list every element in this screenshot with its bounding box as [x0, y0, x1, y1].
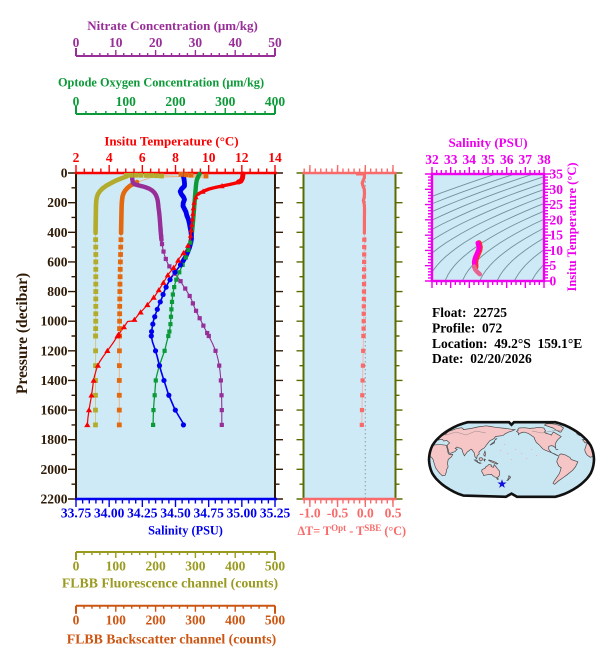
svg-text:50: 50 — [268, 35, 282, 50]
svg-text:1800: 1800 — [41, 432, 68, 447]
svg-text:34.75: 34.75 — [194, 506, 225, 521]
svg-text:500: 500 — [265, 613, 286, 628]
svg-text:35.25: 35.25 — [260, 506, 291, 521]
svg-text:8: 8 — [172, 150, 179, 165]
svg-text:30: 30 — [550, 182, 564, 197]
svg-text:Pressure (decibar): Pressure (decibar) — [14, 273, 31, 394]
svg-text:400: 400 — [225, 559, 246, 574]
svg-text:32: 32 — [425, 152, 439, 167]
svg-text:15: 15 — [550, 228, 564, 243]
svg-text:20: 20 — [149, 35, 163, 50]
svg-text:Date: 02/20/2026: Date: 02/20/2026 — [432, 351, 532, 366]
svg-text:1000: 1000 — [41, 314, 68, 329]
svg-text:35.00: 35.00 — [227, 506, 258, 521]
svg-text:500: 500 — [265, 559, 286, 574]
svg-text:200: 200 — [47, 195, 68, 210]
svg-text:2: 2 — [73, 150, 80, 165]
svg-text:1600: 1600 — [41, 403, 68, 418]
svg-text:100: 100 — [106, 559, 127, 574]
svg-text:100: 100 — [106, 613, 127, 628]
svg-text:-1.0: -1.0 — [299, 506, 321, 521]
svg-text:30: 30 — [189, 35, 203, 50]
svg-text:400: 400 — [225, 613, 246, 628]
svg-text:34.00: 34.00 — [94, 506, 125, 521]
svg-text:5: 5 — [550, 258, 557, 273]
svg-text:0: 0 — [61, 166, 68, 181]
svg-text:ΔT= TOpt - TSBE (°C): ΔT= TOpt - TSBE (°C) — [298, 523, 407, 538]
svg-text:40: 40 — [228, 35, 242, 50]
svg-text:12: 12 — [235, 150, 249, 165]
svg-text:0: 0 — [73, 94, 80, 109]
svg-text:0.0: 0.0 — [357, 506, 374, 521]
svg-text:34.50: 34.50 — [160, 506, 191, 521]
svg-text:33.75: 33.75 — [61, 506, 92, 521]
svg-text:38: 38 — [537, 152, 551, 167]
svg-text:10: 10 — [550, 243, 564, 258]
svg-text:Salinity (PSU): Salinity (PSU) — [148, 524, 223, 538]
svg-text:800: 800 — [47, 284, 68, 299]
svg-text:4: 4 — [106, 150, 113, 165]
svg-text:100: 100 — [116, 94, 137, 109]
svg-text:200: 200 — [145, 613, 166, 628]
svg-text:300: 300 — [185, 613, 206, 628]
svg-text:1200: 1200 — [41, 343, 68, 358]
svg-text:200: 200 — [145, 559, 166, 574]
svg-text:2000: 2000 — [41, 462, 68, 477]
svg-text:Insitu Temperature (°C): Insitu Temperature (°C) — [565, 162, 579, 291]
svg-text:36: 36 — [500, 152, 514, 167]
svg-text:14: 14 — [268, 150, 282, 165]
svg-text:200: 200 — [165, 94, 186, 109]
svg-text:10: 10 — [109, 35, 123, 50]
svg-text:6: 6 — [139, 150, 146, 165]
svg-text:300: 300 — [185, 559, 206, 574]
svg-text:0: 0 — [73, 559, 80, 574]
svg-text:Location: 49.2°S 159.1°E: Location: 49.2°S 159.1°E — [432, 336, 582, 351]
svg-text:FLBB Backscatter channel (coun: FLBB Backscatter channel (counts) — [67, 632, 276, 648]
svg-text:Optode Oxygen Concentration (μ: Optode Oxygen Concentration (μm/kg) — [58, 76, 264, 90]
svg-text:0: 0 — [73, 35, 80, 50]
svg-text:10: 10 — [202, 150, 216, 165]
svg-text:2200: 2200 — [41, 492, 68, 507]
svg-text:33: 33 — [444, 152, 458, 167]
svg-text:20: 20 — [550, 212, 564, 227]
svg-text:300: 300 — [215, 94, 236, 109]
svg-text:-0.5: -0.5 — [327, 506, 349, 521]
svg-text:1400: 1400 — [41, 373, 68, 388]
svg-text:0.5: 0.5 — [385, 506, 402, 521]
svg-text:400: 400 — [265, 94, 286, 109]
svg-text:Insitu Temperature (°C): Insitu Temperature (°C) — [104, 134, 238, 149]
svg-text:FLBB Fluorescence channel (cou: FLBB Fluorescence channel (counts) — [62, 576, 278, 592]
svg-text:37: 37 — [519, 152, 533, 167]
svg-text:Salinity (PSU): Salinity (PSU) — [448, 135, 527, 150]
svg-text:34.25: 34.25 — [127, 506, 158, 521]
svg-text:35: 35 — [550, 167, 564, 182]
svg-text:0: 0 — [73, 613, 80, 628]
svg-text:400: 400 — [47, 225, 68, 240]
svg-text:Float: 22725: Float: 22725 — [432, 305, 507, 320]
svg-text:Nitrate Concentration (μm/kg): Nitrate Concentration (μm/kg) — [87, 18, 258, 33]
svg-text:35: 35 — [481, 152, 495, 167]
svg-text:25: 25 — [550, 197, 564, 212]
svg-text:34: 34 — [463, 152, 477, 167]
svg-text:Profile: 072: Profile: 072 — [432, 321, 502, 336]
svg-text:600: 600 — [47, 254, 68, 269]
svg-text:0: 0 — [550, 274, 557, 289]
